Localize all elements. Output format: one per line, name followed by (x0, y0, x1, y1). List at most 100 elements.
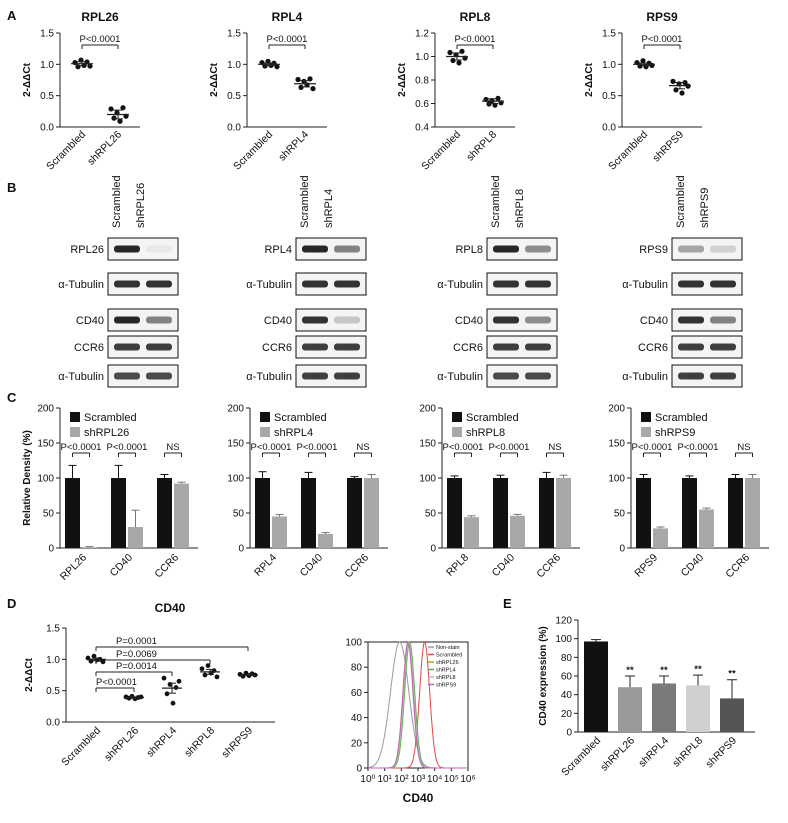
protein-band (678, 280, 704, 288)
category-label: CCR6 (152, 552, 181, 581)
data-point (176, 678, 182, 684)
data-point (170, 700, 176, 706)
protein-band (146, 245, 172, 253)
protein-band (114, 372, 140, 380)
blot-strip (486, 308, 558, 332)
y-tick-label: 150 (419, 439, 436, 450)
y-tick-label: 1.0 (415, 52, 429, 63)
protein-band (525, 280, 551, 288)
blot-strip (486, 272, 558, 296)
y-tick-label: 0.6 (415, 99, 429, 110)
category-label: shRPL26 (598, 735, 637, 774)
lane-label: shRPL26 (135, 183, 147, 228)
blot-strip (671, 272, 743, 296)
blot-row-label: CD40 (640, 315, 668, 327)
panel-label: E (503, 596, 512, 611)
y-tick-label: 1.5 (40, 29, 54, 40)
bar-scrambled (636, 478, 651, 548)
y-tick-label: 0 (566, 728, 572, 739)
y-tick-label: 40 (351, 713, 363, 724)
y-tick-label: 0.4 (415, 123, 429, 134)
blot-row-label: RPL8 (455, 244, 483, 256)
blot-row-label: α-Tubulin (246, 371, 292, 383)
bar-scrambled (347, 478, 362, 548)
protein-band (114, 343, 140, 351)
blot-row-label: CCR6 (262, 342, 292, 354)
p-value: P=0.0014 (116, 661, 157, 672)
blot-row-label: α-Tubulin (622, 371, 668, 383)
protein-band (493, 372, 519, 380)
y-tick-label: 200 (419, 404, 436, 415)
protein-band (525, 245, 551, 253)
blot-row-label: RPL26 (70, 244, 104, 256)
y-axis-label: 2-ΔΔCt (397, 62, 408, 96)
blot-row-label: α-Tubulin (437, 279, 483, 291)
protein-band (525, 343, 551, 351)
blot-row-label: RPS9 (639, 244, 668, 256)
p-value: P<0.0001 (251, 442, 292, 453)
protein-band (302, 280, 328, 288)
data-point (117, 118, 123, 124)
protein-band (114, 245, 140, 253)
y-tick-label: 100 (419, 474, 436, 485)
y-axis-label: 2-ΔΔCt (22, 62, 33, 96)
y-tick-label: 1.5 (46, 624, 60, 635)
p-value: P<0.0001 (107, 442, 148, 453)
data-point (161, 675, 167, 681)
p-value: P<0.0001 (61, 442, 102, 453)
blot-strip (671, 335, 743, 359)
data-point (214, 674, 220, 680)
p-value: P<0.0001 (80, 34, 121, 45)
blot-strip (671, 364, 743, 388)
y-tick-label: 80 (351, 663, 363, 674)
data-point (274, 64, 280, 70)
y-tick-label: 0.5 (227, 91, 241, 102)
legend-label: shRPL26 (436, 660, 459, 666)
category-label: Scrambled (59, 725, 103, 769)
bar-knockdown (174, 483, 189, 548)
chart-title: RPL26 (81, 10, 119, 24)
data-point (640, 58, 646, 64)
category-label: CD40 (679, 552, 707, 580)
blot-strip (295, 237, 367, 261)
category-label: shRPL8 (182, 725, 217, 760)
protein-band (493, 280, 519, 288)
category-label: shRPL26 (102, 725, 141, 764)
data-point (310, 86, 316, 92)
significance-mark: ** (660, 665, 668, 676)
blot-row-label: α-Tubulin (622, 279, 668, 291)
data-point (87, 63, 93, 69)
category-label: RPL8 (444, 552, 471, 579)
y-tick-label: 0.0 (602, 123, 616, 134)
y-tick-label: 0 (356, 764, 362, 775)
y-tick-label: 1.2 (415, 29, 429, 40)
chart-title: RPL8 (460, 10, 491, 24)
chart-title: CD40 (155, 601, 186, 615)
legend-label: shRPL26 (84, 427, 129, 439)
histogram-curve (368, 640, 468, 769)
bar (686, 685, 710, 732)
legend-swatch (641, 427, 651, 437)
panel-label: D (7, 596, 16, 611)
bar-scrambled (493, 478, 508, 548)
protein-band (493, 316, 519, 324)
legend-label: Scrambled (84, 412, 137, 424)
protein-band (710, 343, 736, 351)
p-value: NS (356, 442, 369, 453)
lane-label: Scrambled (675, 175, 687, 228)
lane-label: Scrambled (490, 175, 502, 228)
significance-mark: ** (728, 669, 736, 680)
legend-swatch (70, 412, 80, 422)
blot-row-label: α-Tubulin (58, 279, 104, 291)
category-label: CD40 (490, 552, 518, 580)
y-tick-label: 0.5 (602, 91, 616, 102)
blot-strip (671, 237, 743, 261)
y-axis-label: 2-ΔΔCt (24, 657, 35, 691)
protein-band (678, 245, 704, 253)
lane-label: Scrambled (299, 175, 311, 228)
legend-label: Scrambled (655, 412, 708, 424)
category-label: CD40 (108, 552, 136, 580)
x-tick-label: 10⁵ (444, 774, 459, 785)
data-point (88, 658, 94, 664)
protein-band (114, 316, 140, 324)
